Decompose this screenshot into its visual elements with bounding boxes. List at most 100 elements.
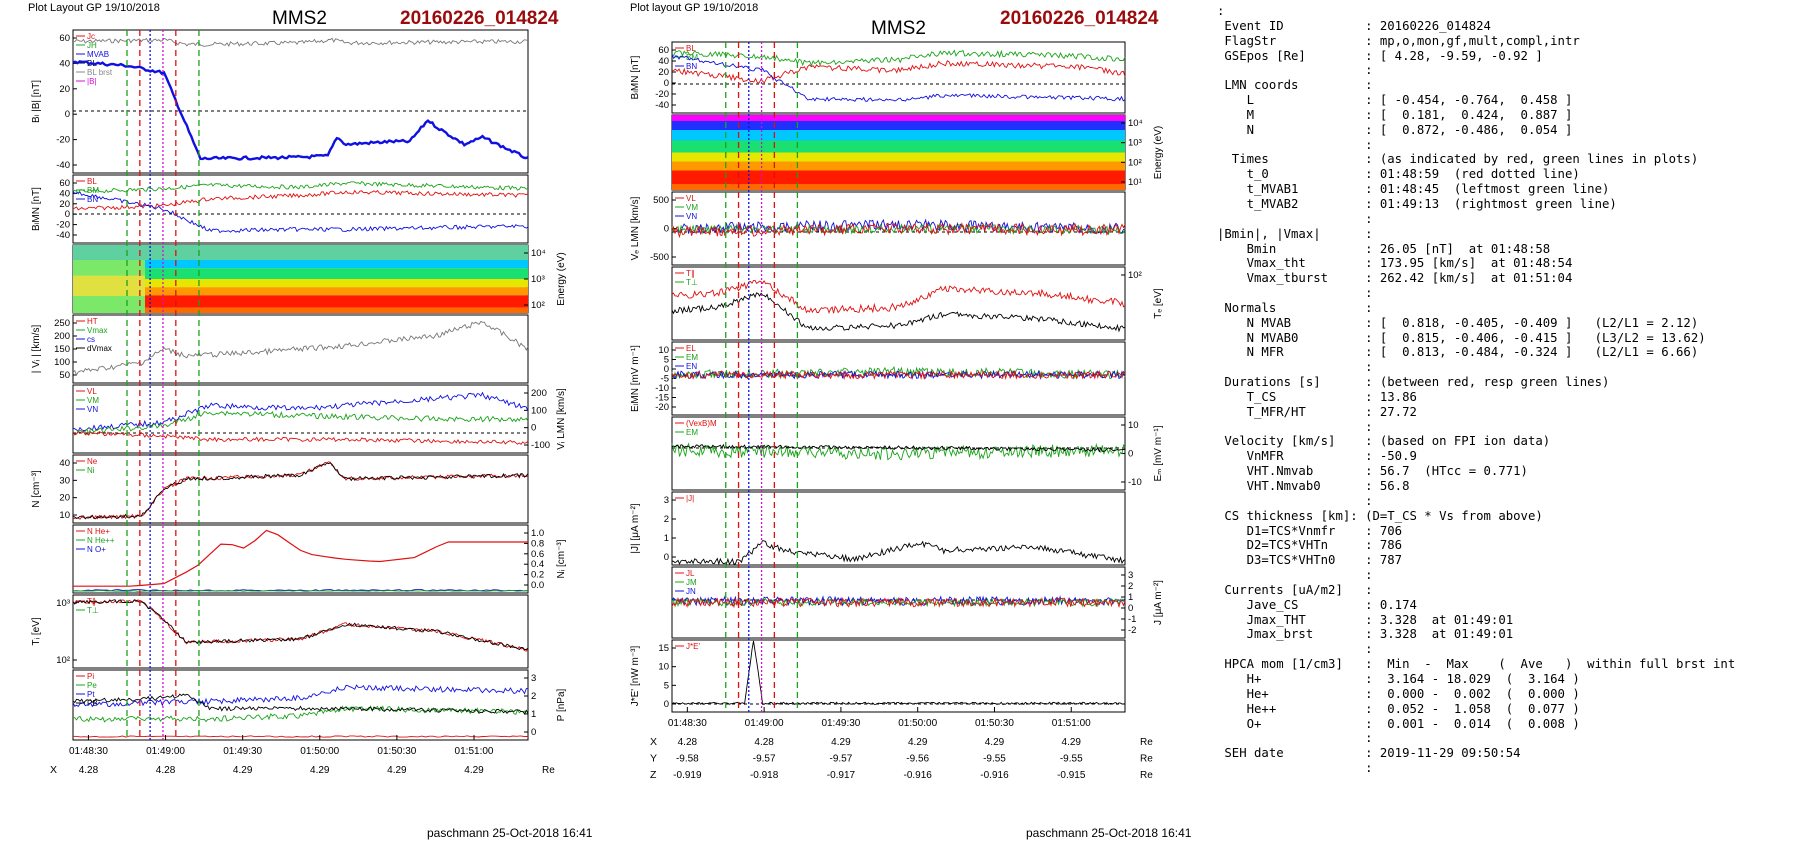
info-line: : xyxy=(1217,731,1373,746)
y-tick-label: 20 xyxy=(658,67,669,78)
middle-plot-footer: paschmann 25-Oct-2018 16:41 xyxy=(1026,826,1192,840)
info-line: : xyxy=(1217,568,1373,583)
middle-spacecraft-title: MMS2 xyxy=(871,18,926,39)
legend-entry: Ni xyxy=(87,466,95,475)
info-line: T_CS : 13.86 xyxy=(1217,389,1417,404)
legend-entry: EM xyxy=(686,428,698,437)
y-tick-label: -10 xyxy=(655,383,669,394)
legend-entry: JL xyxy=(686,569,695,578)
y-tick-label: 100 xyxy=(54,357,70,368)
y-tick-label: 0 xyxy=(1128,449,1133,460)
orbit-value: -0.915 xyxy=(1057,770,1086,781)
spectrogram-band xyxy=(73,287,528,296)
series-line xyxy=(72,391,529,432)
orbit-value: 4.29 xyxy=(908,737,928,748)
y-axis-label: Energy (eV) xyxy=(1153,126,1164,179)
y-tick-label: -5 xyxy=(661,374,669,385)
x-tick-label: 01:49:30 xyxy=(821,718,860,729)
y-axis-label: N [cm⁻³] xyxy=(31,470,42,508)
series-line xyxy=(671,442,1126,461)
y-tick-label: 20 xyxy=(59,84,70,95)
legend-entry: JH xyxy=(87,41,97,50)
y-axis-label: |J| [μA m⁻²] xyxy=(630,503,641,553)
x-tick-label: 01:51:00 xyxy=(455,746,494,757)
legend-entry: Ne xyxy=(87,457,98,466)
info-line: Vmax_tburst : 262.42 [km/s] at 01:51:04 xyxy=(1217,271,1573,286)
y-tick-label: 2 xyxy=(664,514,669,525)
panel-frame xyxy=(671,416,1126,491)
info-line: D3=TCS*VHTn0 : 787 xyxy=(1217,553,1403,568)
y-tick-label: -10 xyxy=(1128,477,1142,488)
y-tick-label: 500 xyxy=(653,195,669,206)
y-tick-label: 10 xyxy=(1128,420,1139,431)
left-plot-footer: paschmann 25-Oct-2018 16:41 xyxy=(427,826,593,840)
middle-event-title: 20160226_014824 xyxy=(1000,8,1159,29)
legend-entry: PB xyxy=(87,699,98,708)
orbit-value: -9.55 xyxy=(983,754,1006,765)
y-tick-label: -20 xyxy=(56,220,70,231)
y-tick-label: 10³ xyxy=(1128,138,1142,149)
y-tick-label: 0 xyxy=(65,109,70,120)
y-tick-label: -20 xyxy=(655,402,669,413)
series-line xyxy=(671,369,1126,381)
info-line: O+ : 0.001 - 0.014 ( 0.008 ) xyxy=(1217,716,1580,731)
legend-entry: BN xyxy=(87,195,98,204)
panel-frame xyxy=(671,266,1126,341)
y-tick-label: 10² xyxy=(1128,157,1142,168)
x-tick-label: 01:50:30 xyxy=(975,718,1014,729)
y-tick-label: 50 xyxy=(59,370,70,381)
info-line: VHT.Nmvab : 56.7 (HTcc = 0.771) xyxy=(1217,464,1528,479)
spectrogram-band xyxy=(73,295,528,308)
info-line: Jave_CS : 0.174 xyxy=(1217,597,1417,612)
series-line xyxy=(72,705,529,723)
orbit-value: 4.29 xyxy=(387,765,407,776)
legend-entry: cs xyxy=(87,335,95,344)
y-tick-label: 60 xyxy=(59,178,70,189)
y-tick-label: -2 xyxy=(1128,625,1136,636)
y-tick-label: 0.6 xyxy=(531,549,544,560)
y-tick-label: 1 xyxy=(664,533,669,544)
y-axis-label: Tₑ [eV] xyxy=(1153,288,1164,319)
spectrogram-band xyxy=(73,268,528,279)
panel-frame xyxy=(72,669,529,741)
y-tick-label: 0 xyxy=(664,552,669,563)
series-line xyxy=(671,597,1126,608)
y-axis-label: EₗMN [mV m⁻¹] xyxy=(630,345,641,412)
y-axis-label: BₗMN [nT] xyxy=(630,55,641,99)
series-line xyxy=(671,596,1126,609)
info-line: : xyxy=(1217,63,1373,78)
y-axis-label: Bₗ |B| [nT] xyxy=(31,80,42,123)
legend-entry: T⊥ xyxy=(87,606,99,615)
orbit-value: 4.29 xyxy=(233,765,253,776)
legend-entry: Vmax xyxy=(87,326,107,335)
info-line: : xyxy=(1217,642,1373,657)
y-tick-label: 3 xyxy=(531,673,536,684)
y-axis-label: P [nPa] xyxy=(556,688,567,721)
series-line xyxy=(671,54,1126,102)
info-line: Jmax_THT : 3.328 at 01:49:01 xyxy=(1217,612,1514,627)
series-line xyxy=(72,684,528,708)
y-tick-label: 250 xyxy=(54,318,70,329)
left-event-title: 20160226_014824 xyxy=(400,8,559,29)
series-line xyxy=(72,320,529,376)
y-tick-label: 0.0 xyxy=(531,580,544,591)
series-line xyxy=(671,443,1126,453)
legend-entry: dVmax xyxy=(87,344,112,353)
left-spacecraft-title: MMS2 xyxy=(272,8,327,29)
y-tick-label: 0 xyxy=(1128,603,1133,614)
event-info-panel: : Event ID : 20160226_014824 FlagStr : m… xyxy=(1217,4,1802,794)
y-tick-label: 10² xyxy=(1128,270,1142,281)
y-tick-label: 100 xyxy=(531,405,547,416)
legend-entry: N O+ xyxy=(87,545,106,554)
info-line: : xyxy=(1217,4,1225,18)
series-line xyxy=(671,60,1126,84)
orbit-value: 4.29 xyxy=(1062,737,1082,748)
legend-entry: Pi xyxy=(87,672,94,681)
y-tick-label: 5 xyxy=(664,355,669,366)
series-line xyxy=(671,279,1126,314)
series-line xyxy=(72,430,529,445)
y-tick-label: 1 xyxy=(531,709,536,720)
y-tick-label: -20 xyxy=(56,135,70,146)
legend-entry: VN xyxy=(87,405,98,414)
panel-frame xyxy=(72,384,529,454)
